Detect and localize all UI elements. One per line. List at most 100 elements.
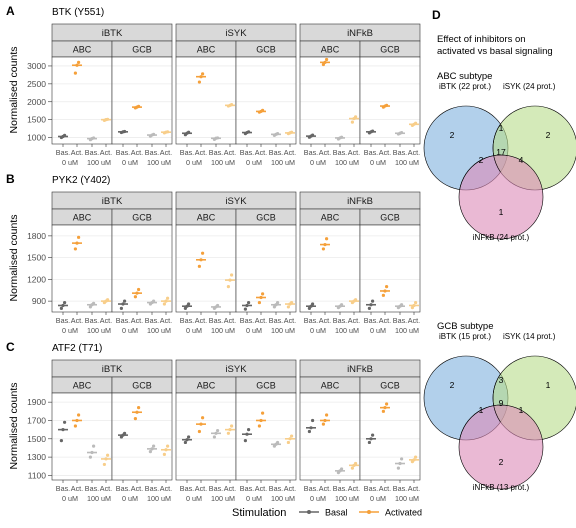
data-point [166, 444, 170, 448]
x-tick-label: Bas. [304, 316, 318, 325]
venn-set-label-c: iNFkB (24 prot.) [473, 233, 530, 242]
x-tick-label: Act. [224, 148, 236, 157]
subtype-strip-label: GCB [380, 45, 400, 55]
data-point [369, 303, 373, 307]
data-point [162, 452, 166, 456]
facet-plot-area [359, 392, 421, 481]
x-tick-label: Act. [195, 484, 207, 493]
data-point [201, 251, 205, 255]
x-tick-label: Bas. [364, 484, 378, 493]
legend-key-basal-point [307, 510, 311, 514]
x-tick-label: Bas. [56, 484, 70, 493]
y-tick-label: 1500 [27, 434, 46, 444]
x-tick-label: Act. [160, 148, 172, 157]
x-dose-label: 100 uM [211, 494, 235, 503]
data-point [201, 416, 205, 420]
facet-plot-area [299, 56, 361, 145]
facet-plot-area [51, 392, 113, 481]
y-axis-title: Normalised counts [8, 47, 20, 134]
venn-region-b-only: 2 [546, 130, 551, 140]
data-point [340, 303, 344, 307]
x-dose-label: 100 uM [147, 326, 171, 335]
x-tick-label: Act. [71, 484, 83, 493]
x-tick-label: Act. [284, 484, 296, 493]
data-point [73, 71, 77, 75]
x-tick-label: Bas. [209, 148, 223, 157]
panel-title: PYK2 (Y402) [52, 175, 110, 186]
x-tick-label: Bas. [85, 316, 99, 325]
x-tick-label: Act. [160, 316, 172, 325]
data-point [106, 453, 110, 457]
panel-label: A [6, 4, 15, 18]
venn-set-label-a: iBTK (22 prot.) [439, 82, 491, 91]
y-tick-label: 1300 [27, 452, 46, 462]
subtype-strip-label: GCB [132, 45, 152, 55]
venn-region-ac: 2 [479, 155, 484, 165]
y-tick-label: 3000 [27, 61, 46, 71]
subtype-strip-label: GCB [256, 381, 276, 391]
facet-plot-area [111, 56, 173, 145]
facet-plot-area [175, 392, 237, 481]
x-tick-label: Act. [348, 484, 360, 493]
data-point [135, 410, 139, 414]
data-point [123, 299, 127, 303]
x-tick-label: Bas. [364, 316, 378, 325]
data-point [228, 428, 232, 432]
x-dose-label: 100 uM [271, 326, 295, 335]
x-tick-label: Bas. [304, 484, 318, 493]
data-point [152, 132, 156, 136]
data-point [288, 437, 292, 441]
y-axis-title: Normalised counts [8, 383, 20, 470]
panel-label: C [6, 340, 15, 354]
data-point [311, 133, 315, 137]
data-point [59, 306, 64, 310]
inhibitor-strip-label: iBTK [102, 28, 123, 39]
subtype-strip-label: ABC [321, 213, 340, 223]
x-dose-label: 0 uM [122, 326, 138, 335]
x-tick-label: Act. [131, 316, 143, 325]
data-point [385, 285, 389, 289]
x-dose-label: 0 uM [370, 158, 386, 167]
subtype-strip-label: ABC [197, 45, 216, 55]
data-point [187, 435, 191, 439]
x-tick-label: Bas. [333, 484, 347, 493]
data-point [259, 295, 263, 300]
data-point [321, 247, 325, 251]
facet-plot-area [51, 224, 113, 313]
data-point [311, 418, 315, 423]
x-dose-label: 0 uM [186, 326, 202, 335]
data-point [212, 435, 216, 439]
x-dose-label: 100 uM [395, 158, 419, 167]
x-tick-label: Bas. [85, 148, 99, 157]
facet-plot-area [359, 224, 421, 313]
inhibitor-strip-label: iSYK [225, 364, 247, 375]
data-point [150, 447, 154, 451]
x-tick-label: Bas. [393, 148, 407, 157]
data-point [367, 440, 371, 445]
data-point [162, 302, 166, 306]
venn-region-c-only: 1 [499, 207, 504, 217]
x-tick-label: Act. [319, 484, 331, 493]
subtype-strip-label: GCB [132, 381, 152, 391]
x-tick-label: Act. [319, 148, 331, 157]
data-point [230, 103, 234, 107]
venn-set-label-b: iSYK (14 prot.) [503, 332, 556, 341]
data-point [164, 448, 168, 452]
x-tick-label: Bas. [116, 316, 130, 325]
data-point [135, 291, 139, 295]
x-tick-label: Act. [160, 484, 172, 493]
data-point [88, 455, 92, 459]
panel-d-heading-line1: Effect of inhibitors on [437, 34, 526, 45]
x-tick-label: Bas. [304, 148, 318, 157]
data-point [354, 461, 358, 466]
x-dose-label: 0 uM [246, 158, 262, 167]
dot-plot-panels: A BTK (Y551) Normalised counts iBTK iSYK iNFk… [6, 4, 421, 503]
data-point [104, 457, 108, 461]
x-tick-label: Bas. [180, 148, 194, 157]
inhibitor-strip-label: iNFkB [347, 196, 373, 207]
x-tick-label: Bas. [116, 148, 130, 157]
data-point [290, 434, 294, 438]
data-point [400, 303, 404, 307]
